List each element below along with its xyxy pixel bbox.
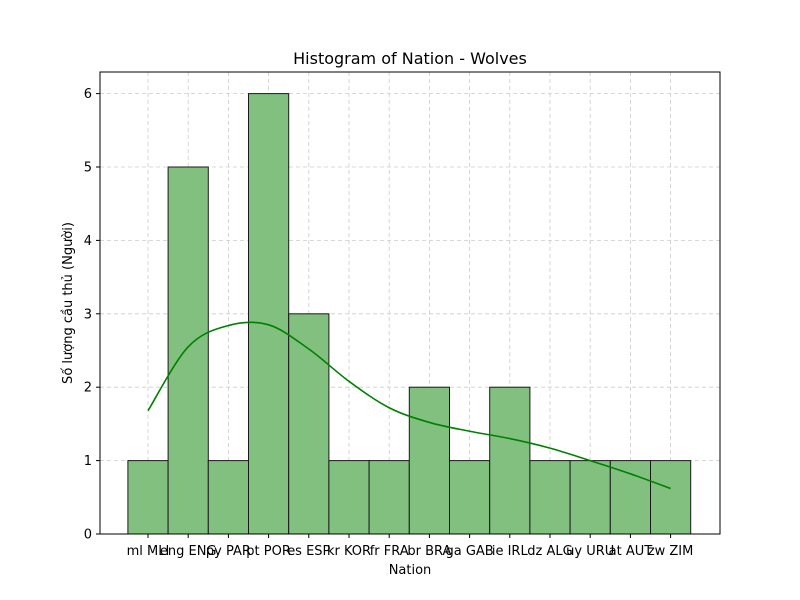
y-tick-label: 1 [84, 454, 92, 469]
kde-line [147, 321, 671, 490]
y-tick-label: 0 [84, 528, 92, 543]
histogram-bar [489, 386, 531, 535]
x-tick-label: zw ZIM [648, 544, 694, 559]
x-tick-label: br BRA [407, 544, 451, 559]
histogram-bar [127, 460, 169, 535]
x-tick-label: ml MLI [127, 544, 170, 559]
histogram-bar [569, 460, 611, 535]
plot-frame [99, 71, 721, 535]
histogram-bar [609, 460, 651, 535]
x-tick-label: ie IRL [492, 544, 529, 559]
histogram-bar [449, 460, 491, 535]
histogram-bar [328, 460, 370, 535]
y-tick-label: 4 [84, 234, 92, 249]
x-tick-label: py PAR [206, 544, 251, 559]
kde-curve [147, 321, 671, 490]
histogram-bar [368, 460, 410, 535]
x-tick-label: at AUT [609, 544, 653, 559]
histogram-bar [529, 460, 571, 535]
x-tick-label: uy URU [566, 544, 614, 559]
y-tick-label: 3 [84, 307, 92, 322]
x-tick-label: pt POR [246, 544, 291, 559]
histogram-bar [288, 313, 330, 535]
x-tick-label: dz ALG [527, 544, 572, 559]
bars [127, 93, 692, 535]
x-tick-label: eng ENG [160, 544, 217, 559]
x-tick-label: kr KOR [327, 544, 371, 559]
histogram-bar [650, 460, 692, 535]
histogram-bar [248, 93, 290, 535]
chart-title: Histogram of Nation - Wolves [293, 49, 527, 68]
y-tick-label: 6 [84, 87, 92, 102]
x-tick-label: fr FRA [370, 544, 409, 559]
x-tick-label: es ESP [287, 544, 330, 559]
x-tick-label: ga GAB [445, 544, 493, 559]
histogram-bar [167, 166, 209, 535]
y-tick-label: 2 [84, 381, 92, 396]
histogram-bar [408, 386, 450, 535]
histogram-bar [207, 460, 250, 535]
y-axis-ticks: 0 1 2 3 4 5 6 [84, 87, 100, 543]
x-axis-title: Nation [389, 563, 432, 578]
y-tick-label: 5 [84, 161, 92, 176]
y-axis-title: Số lượng cầu thủ (Người) [61, 222, 76, 384]
